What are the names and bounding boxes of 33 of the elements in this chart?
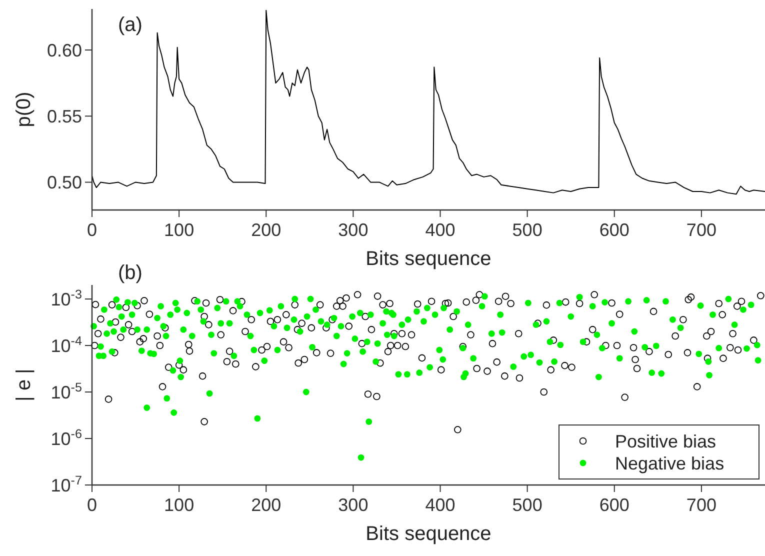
x-tick-label: 100 bbox=[164, 220, 194, 240]
x-tick-label: 600 bbox=[599, 220, 630, 240]
x-axis-title: Bits sequence bbox=[366, 523, 492, 545]
y-tick-label: 10$^{-5}$ bbox=[50, 380, 82, 402]
y-tick-label: 10$^{-7}$ bbox=[50, 473, 82, 496]
text: (b) bbox=[118, 262, 142, 284]
x-tick-label: 400 bbox=[425, 495, 456, 515]
y-tick-label: 0.55 bbox=[46, 106, 82, 126]
x-tick-label: 200 bbox=[251, 220, 282, 240]
x-tick-label: 400 bbox=[425, 220, 456, 240]
x-tick-label: 200 bbox=[251, 495, 282, 515]
y-tick-label: 10$^{-6}$ bbox=[50, 426, 82, 449]
x-tick-label: 700 bbox=[686, 495, 716, 515]
line-series bbox=[92, 10, 765, 195]
x-tick-label: 0 bbox=[86, 220, 98, 240]
y-tick-label: 10$^{-3}$ bbox=[50, 287, 82, 310]
x-tick-label: 500 bbox=[512, 220, 542, 240]
x-tick-label: 600 bbox=[599, 495, 630, 515]
legend-label: Positive bias bbox=[615, 431, 716, 452]
y-tick-label: 0.50 bbox=[46, 172, 82, 193]
legend-label: Negative bias bbox=[615, 453, 724, 474]
x-tick-label: 300 bbox=[338, 495, 368, 515]
x-tick-label: 500 bbox=[512, 495, 542, 515]
x-tick-label: 300 bbox=[338, 220, 368, 240]
annotation: (a) bbox=[118, 14, 142, 36]
y-axis-title: p(0) bbox=[13, 92, 35, 128]
y-tick-label: 10$^{-4}$ bbox=[50, 334, 82, 356]
y-tick-label: 0.60 bbox=[46, 40, 82, 60]
x-tick-label: 700 bbox=[686, 220, 716, 240]
x-axis-title: Bits sequence bbox=[366, 248, 492, 270]
x-tick-label: 100 bbox=[164, 495, 194, 515]
y-axis-title: | e | bbox=[13, 368, 35, 402]
x-tick-label: 0 bbox=[86, 495, 98, 515]
